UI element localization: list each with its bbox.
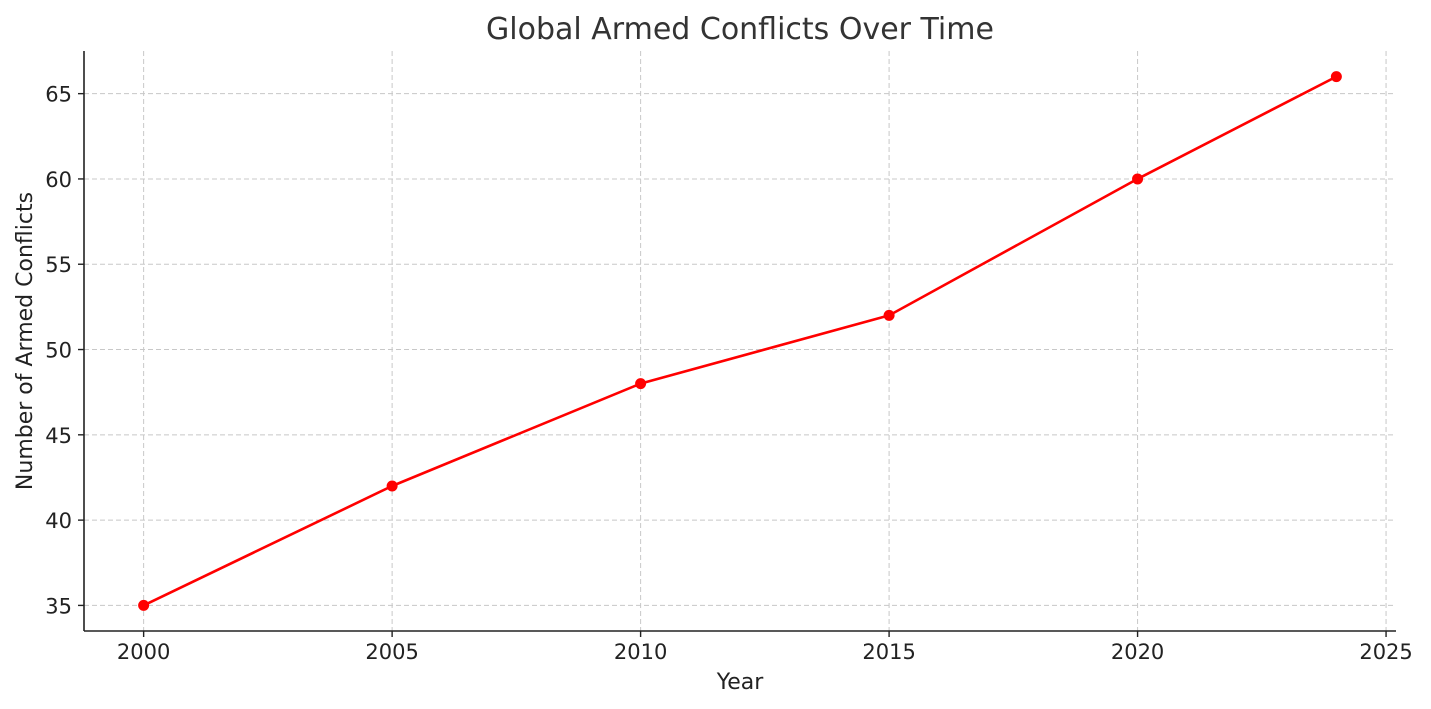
y-axis-label: Number of Armed Conflicts bbox=[13, 192, 38, 490]
y-tick-label: 35 bbox=[45, 594, 72, 618]
data-point bbox=[1132, 173, 1144, 185]
axes bbox=[83, 51, 1396, 632]
data-point bbox=[635, 378, 647, 390]
x-tick-label: 2025 bbox=[1359, 640, 1412, 664]
y-ticks: 35 40 45 50 55 60 65 bbox=[45, 83, 84, 618]
data-point bbox=[138, 599, 150, 611]
series-line bbox=[143, 75, 1337, 607]
y-tick-label: 50 bbox=[45, 339, 72, 363]
x-tick-label: 2005 bbox=[365, 640, 418, 664]
series-group bbox=[138, 71, 1342, 611]
y-tick-label: 55 bbox=[45, 253, 72, 277]
y-tick-label: 60 bbox=[45, 168, 72, 192]
y-tick-label: 40 bbox=[45, 509, 72, 533]
x-tick-label: 2020 bbox=[1111, 640, 1164, 664]
data-point bbox=[386, 480, 398, 492]
x-tick-label: 2010 bbox=[614, 640, 667, 664]
x-tick-label: 2000 bbox=[117, 640, 170, 664]
x-tick-label: 2015 bbox=[862, 640, 915, 664]
y-tick-label: 45 bbox=[45, 424, 72, 448]
x-ticks: 2000 2005 2010 2015 2020 2025 bbox=[117, 631, 1413, 664]
y-tick-label: 65 bbox=[45, 83, 72, 107]
grid bbox=[84, 51, 1396, 631]
data-point bbox=[1330, 71, 1342, 83]
x-axis-label: Year bbox=[716, 670, 765, 695]
chart-title: Global Armed Conflicts Over Time bbox=[486, 12, 994, 47]
data-point bbox=[883, 309, 895, 321]
